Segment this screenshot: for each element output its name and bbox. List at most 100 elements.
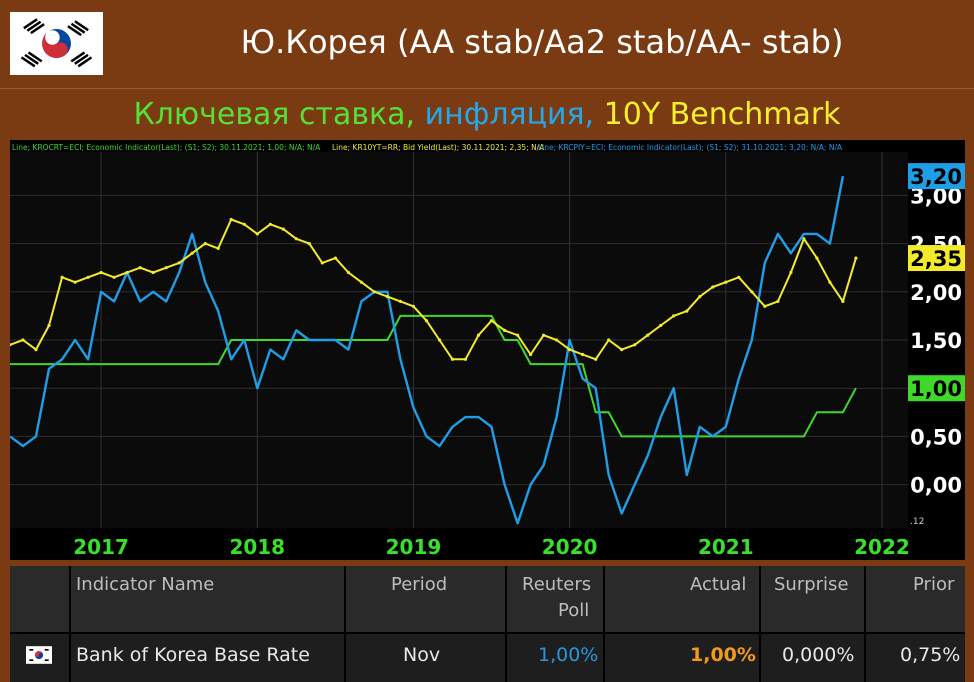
data-point-yield bbox=[112, 275, 116, 279]
badge-value: 1,00 bbox=[910, 377, 962, 401]
subtitle-10y-benchmark: 10Y Benchmark bbox=[603, 97, 841, 132]
data-point-yield bbox=[476, 333, 481, 337]
header-period: Period bbox=[391, 574, 448, 595]
x-tick-label: 2017 bbox=[73, 535, 129, 559]
data-point-yield bbox=[607, 338, 611, 342]
last-value-badge-inflation: 3,20 bbox=[908, 163, 965, 190]
y-tick-label: 0,50 bbox=[910, 425, 962, 449]
badge-background bbox=[908, 163, 965, 190]
data-point-yield bbox=[789, 270, 793, 275]
subtitle-policy-rate: Ключевая ставка, bbox=[133, 97, 425, 132]
x-tick-label: 2022 bbox=[854, 535, 910, 559]
series-line-inflation bbox=[9, 175, 845, 525]
data-point-yield bbox=[724, 280, 728, 284]
data-point-yield bbox=[281, 227, 285, 231]
data-point-yield bbox=[815, 256, 819, 260]
chart-subtitle: Ключевая ставка, инфляция, 10Y Benchmark bbox=[0, 89, 974, 141]
data-point-yield bbox=[437, 338, 442, 342]
x-tick-label: 2021 bbox=[698, 535, 754, 559]
header-surprise: Surprise bbox=[774, 574, 849, 595]
data-point-yield bbox=[60, 275, 64, 279]
data-point-yield bbox=[242, 222, 246, 226]
data-point-yield bbox=[698, 295, 702, 299]
data-point-yield bbox=[646, 333, 650, 337]
data-point-yield bbox=[411, 304, 415, 308]
y-tick-label: 0,00 bbox=[910, 474, 962, 498]
data-point-yield bbox=[320, 261, 324, 265]
row-prior: 0,75% bbox=[900, 644, 961, 666]
header: Ю.Корея (AA stab/Aa2 stab/AA- stab) bbox=[0, 0, 974, 82]
legend-inflation: Line; KRCPIY=ECI; Economic Indicator(Las… bbox=[538, 143, 843, 152]
data-point-yield bbox=[568, 348, 572, 352]
data-point-yield bbox=[229, 217, 233, 222]
data-point-yield bbox=[151, 270, 155, 275]
badge-background bbox=[908, 245, 965, 272]
data-point-yield bbox=[164, 266, 168, 270]
data-point-yield bbox=[372, 290, 376, 294]
data-point-yield bbox=[47, 323, 51, 328]
data-point-yield bbox=[516, 333, 520, 337]
x-tick-label: 2018 bbox=[229, 535, 285, 559]
data-point-yield bbox=[398, 299, 402, 303]
y-tick-label: 2,00 bbox=[910, 281, 962, 305]
data-point-yield bbox=[424, 319, 429, 323]
data-point-yield bbox=[776, 299, 780, 303]
data-point-yield bbox=[542, 333, 546, 337]
data-point-yield bbox=[73, 280, 77, 284]
axis-corner-label: .12 bbox=[910, 517, 924, 527]
last-value-badge-yield: 2,35 bbox=[908, 245, 965, 272]
data-point-yield bbox=[463, 357, 468, 361]
data-point-yield bbox=[750, 290, 754, 294]
legend-policy-rate: Line; KROCRT=ECI; Economic Indicator(Las… bbox=[12, 143, 321, 152]
data-point-yield bbox=[594, 357, 598, 361]
data-point-yield bbox=[125, 270, 129, 275]
data-point-yield bbox=[633, 343, 637, 347]
data-point-yield bbox=[190, 251, 194, 255]
south-korea-flag-icon bbox=[26, 646, 52, 664]
data-point-yield bbox=[8, 343, 12, 347]
x-tick-label: 2020 bbox=[542, 535, 598, 559]
data-point-yield bbox=[333, 256, 337, 260]
data-point-yield bbox=[828, 280, 832, 284]
indicator-table: Indicator Name Period Reuters Poll Actua… bbox=[10, 566, 965, 682]
data-point-yield bbox=[581, 352, 585, 357]
data-point-yield bbox=[672, 314, 676, 318]
header-prior: Prior bbox=[913, 574, 955, 595]
data-point-yield bbox=[555, 338, 559, 342]
data-point-yield bbox=[255, 232, 259, 236]
badge-value: 2,35 bbox=[910, 247, 962, 271]
header-indicator-name: Indicator Name bbox=[76, 574, 215, 595]
subtitle-bar: Ключевая ставка, инфляция, 10Y Benchmark bbox=[0, 88, 974, 141]
data-point-yield bbox=[203, 242, 207, 246]
x-tick-label: 2019 bbox=[386, 535, 442, 559]
row-reuters-poll: 1,00% bbox=[538, 644, 599, 666]
data-point-yield bbox=[450, 357, 455, 361]
header-actual: Actual bbox=[690, 574, 747, 595]
data-point-yield bbox=[620, 348, 624, 352]
data-point-yield bbox=[385, 295, 389, 299]
data-point-yield bbox=[685, 309, 689, 313]
data-point-yield bbox=[346, 270, 350, 275]
chart-panel: 2017 2018 2019 2020 2021 2022 3,00 2,50 2,00 1,50… bbox=[8, 140, 965, 560]
row-period: Nov bbox=[403, 644, 441, 666]
data-point-yield bbox=[763, 304, 767, 308]
data-point-yield bbox=[138, 266, 142, 270]
data-point-yield bbox=[86, 275, 90, 279]
legend-10y-yield: Line; KR10YT=RR; Bid Yield(Last); 30.11.… bbox=[332, 143, 545, 152]
badge-background bbox=[908, 375, 965, 402]
badge-value: 3,20 bbox=[910, 165, 962, 189]
data-point-yield bbox=[294, 237, 298, 241]
data-point-yield bbox=[659, 323, 663, 328]
series-line-yield bbox=[9, 218, 857, 361]
table-grid bbox=[10, 566, 965, 682]
data-point-yield bbox=[216, 246, 220, 250]
data-point-yield bbox=[21, 338, 25, 342]
data-point-yield bbox=[307, 242, 311, 246]
data-point-yield bbox=[34, 348, 38, 352]
data-point-yield bbox=[359, 280, 363, 284]
line-chart: 2017 2018 2019 2020 2021 20223,002,502,001,50… bbox=[8, 140, 965, 560]
row-indicator-name: Bank of Korea Base Rate bbox=[76, 644, 310, 666]
data-point-yield bbox=[711, 285, 715, 289]
data-point-yield bbox=[177, 261, 181, 265]
data-point-yield bbox=[99, 270, 103, 275]
